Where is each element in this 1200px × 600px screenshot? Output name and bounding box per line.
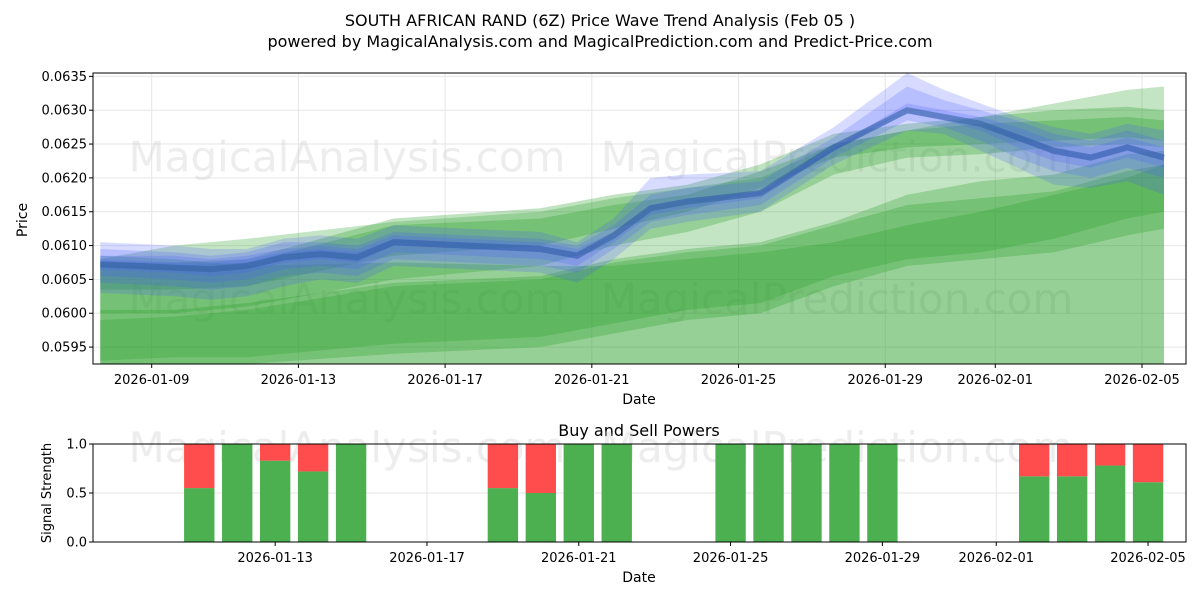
blue-wave-band [100, 103, 1164, 283]
buy-bar [753, 444, 784, 542]
top-y-tick-label: 0.0595 [42, 341, 88, 356]
buy-bar [335, 444, 367, 542]
buy-bar [525, 493, 557, 542]
sell-bar [1132, 444, 1164, 483]
chart-title: SOUTH AFRICAN RAND (6Z) Price Wave Trend… [345, 11, 855, 30]
top-x-tick-label: 2026-02-05 [1104, 373, 1180, 388]
bottom-x-tick-label: 2026-01-25 [693, 551, 769, 566]
buy-bar [1056, 476, 1088, 542]
top-y-tick-label: 0.0635 [42, 70, 88, 85]
watermark-text: MagicalPrediction.com [601, 133, 1074, 182]
blue-core-line [100, 107, 1165, 273]
price-wave-plot: MagicalAnalysis.com MagicalPrediction.com… [42, 70, 1187, 388]
buy-bar [1094, 465, 1126, 542]
watermark-text: MagicalAnalysis.com [129, 133, 566, 182]
buy-bar [829, 444, 860, 542]
buy-bar [259, 460, 291, 542]
sell-bar [525, 444, 557, 493]
bottom-x-tick-label: 2026-01-17 [389, 551, 465, 566]
buy-sell-powers-plot: MagicalAnalysis.comMagicalPrediction.com… [66, 423, 1187, 566]
green-wave-band [100, 150, 1164, 361]
top-x-axis-label: Date [622, 392, 655, 408]
top-y-tick-label: 0.0625 [42, 138, 88, 153]
bottom-x-tick-label: 2026-01-29 [845, 551, 921, 566]
top-y-tick-label: 0.0615 [42, 205, 88, 220]
watermark-text: MagicalAnalysis.com [129, 275, 566, 324]
top-x-tick-label: 2026-01-09 [114, 373, 190, 388]
top-x-tick-label: 2026-01-29 [847, 373, 923, 388]
top-x-tick-label: 2026-01-13 [261, 373, 337, 388]
top-plot-frame [92, 72, 1187, 365]
top-y-tick-label: 0.0600 [42, 307, 88, 322]
buy-bar [297, 471, 329, 542]
green-wave-band [100, 164, 1164, 364]
bottom-y-tick-label: 1.0 [66, 438, 87, 453]
watermark-group: MagicalAnalysis.com MagicalPrediction.com… [129, 133, 1074, 324]
buy-bar [791, 444, 822, 542]
bottom-x-tick-label: 2026-02-01 [958, 551, 1034, 566]
top-x-tick-label: 2026-01-17 [407, 373, 483, 388]
green-wave-band [100, 117, 1164, 290]
top-x-tick-label: 2026-02-01 [957, 373, 1033, 388]
sell-bar [487, 444, 519, 489]
sell-bar [297, 444, 329, 472]
bottom-x-tick-label: 2026-01-13 [237, 551, 313, 566]
sell-bar [259, 444, 291, 461]
top-x-tick-label: 2026-01-21 [554, 373, 630, 388]
top-y-tick-label: 0.0620 [42, 171, 88, 186]
sell-bar [1056, 444, 1088, 477]
bottom-x-tick-label: 2026-02-05 [1110, 551, 1186, 566]
green-wave-band [100, 106, 1164, 314]
green-wave-band [100, 164, 1164, 364]
sell-bar [1094, 444, 1126, 466]
watermark-text: MagicalPrediction.com [601, 275, 1074, 324]
bottom-x-tick-label: 2026-01-21 [541, 551, 617, 566]
buy-bar [601, 444, 632, 542]
sell-bar [184, 444, 215, 489]
buy-bar [563, 444, 594, 542]
bottom-chart-title: Buy and Sell Powers [558, 421, 720, 440]
bottom-x-axis-label: Date [622, 570, 655, 586]
buy-bar [222, 444, 253, 542]
top-y-tick-label: 0.0610 [42, 239, 88, 254]
buy-bar [715, 444, 746, 542]
top-y-axis-label: Price [15, 203, 31, 237]
top-y-tick-label: 0.0605 [42, 273, 88, 288]
buy-bar [867, 444, 898, 542]
buy-bar [1019, 476, 1050, 542]
buy-bar [487, 488, 519, 542]
top-x-tick-label: 2026-01-25 [701, 373, 777, 388]
bottom-y-tick-label: 0.5 [66, 487, 87, 502]
sell-bar [1019, 444, 1050, 477]
buy-bar [1132, 482, 1164, 542]
blue-wave-band [100, 73, 1164, 300]
bottom-y-axis-label: Signal Strength [40, 443, 55, 543]
bottom-y-tick-label: 0.0 [66, 536, 87, 551]
top-y-tick-label: 0.0630 [42, 104, 88, 119]
buy-bar [184, 488, 215, 542]
chart-subtitle: powered by MagicalAnalysis.com and Magic… [267, 32, 932, 51]
